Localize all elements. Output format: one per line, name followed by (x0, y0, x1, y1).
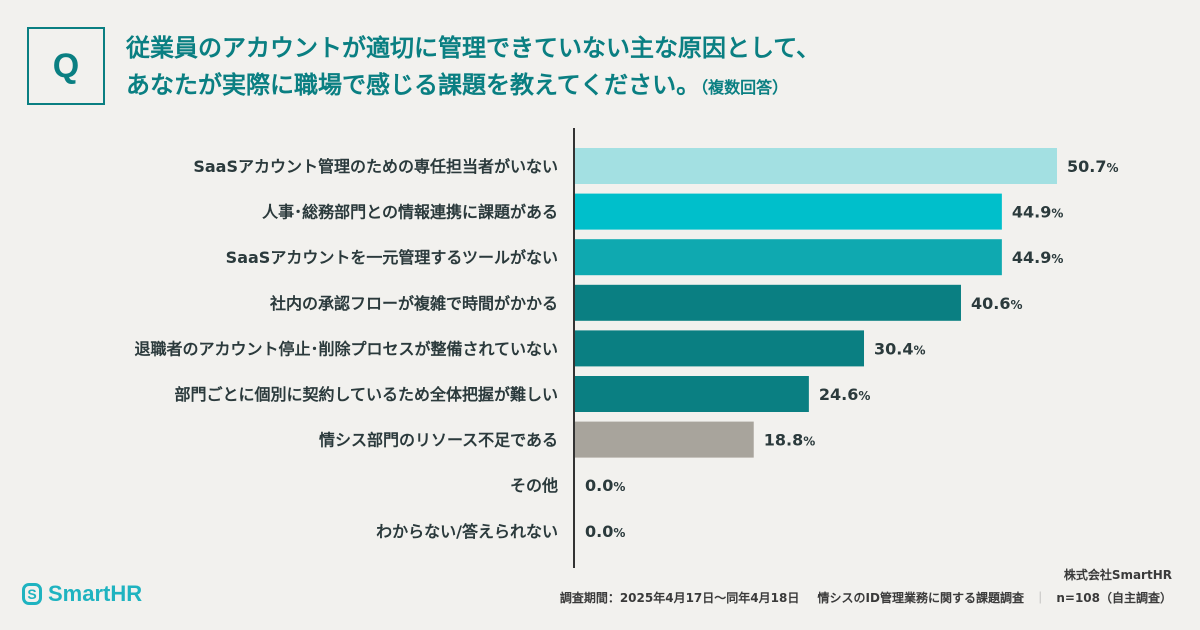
survey-sample: n=108（自主調査） (1056, 591, 1172, 605)
bar (575, 376, 809, 412)
survey-period: 調査期間：2025年4月17日～同年4月18日 (559, 591, 800, 605)
category-label: SaaSアカウントを一元管理するツールがない (226, 248, 558, 267)
smarthr-logo: S SmartHR (22, 581, 142, 607)
survey-separator: ｜ (1034, 591, 1047, 605)
category-label: 部門ごとに個別に契約しているため全体把握が難しい (174, 385, 558, 404)
category-label: SaaSアカウント管理のための専任担当者がいない (193, 157, 558, 176)
question-title-line1: 従業員のアカウントが適切に管理できていない主な原因として、 (126, 34, 821, 62)
bar (575, 239, 1002, 276)
category-label: 人事･総務部門との情報連携に課題がある (262, 203, 558, 222)
value-label: 40.6% (971, 294, 1023, 313)
value-label: 50.7% (1067, 157, 1119, 176)
survey-info: 調査期間：2025年4月17日～同年4月18日 情シスのID管理業務に関する課題… (560, 589, 1172, 606)
category-label: 情シス部門のリソース不足である (319, 431, 558, 450)
bar (575, 193, 1002, 230)
question-badge: Q (27, 27, 105, 105)
bar (575, 284, 961, 321)
logo-text: SmartHR (48, 581, 143, 606)
smarthr-s-icon: S (22, 583, 42, 605)
question-note: （複数回答） (700, 78, 789, 97)
question-title: 従業員のアカウントが適切に管理できていない主な原因として、 あなたが実際に職場で… (126, 30, 1176, 106)
category-label: わからない/答えられない (376, 522, 558, 541)
value-label: 0.0% (585, 522, 625, 541)
value-label: 18.8% (764, 431, 816, 450)
value-label: 44.9% (1012, 248, 1064, 267)
category-label: 退職者のアカウント停止･削除プロセスが整備されていない (134, 339, 558, 358)
value-label: 0.0% (585, 476, 625, 495)
value-label: 24.6% (819, 385, 871, 404)
question-title-line2: あなたが実際に職場で感じる課題を教えてください。（複数回答） (126, 71, 789, 99)
category-label: その他 (510, 476, 558, 495)
bar (575, 148, 1057, 184)
company-name: 株式会社SmartHR (1063, 568, 1172, 582)
survey-name: 情シスのID管理業務に関する課題調査 (817, 591, 1024, 605)
bar (575, 330, 865, 367)
value-label: 30.4% (874, 339, 926, 358)
value-label: 44.9% (1012, 203, 1064, 222)
category-label: 社内の承認フローが複雑で時間がかかる (269, 294, 558, 313)
bar (575, 421, 754, 458)
